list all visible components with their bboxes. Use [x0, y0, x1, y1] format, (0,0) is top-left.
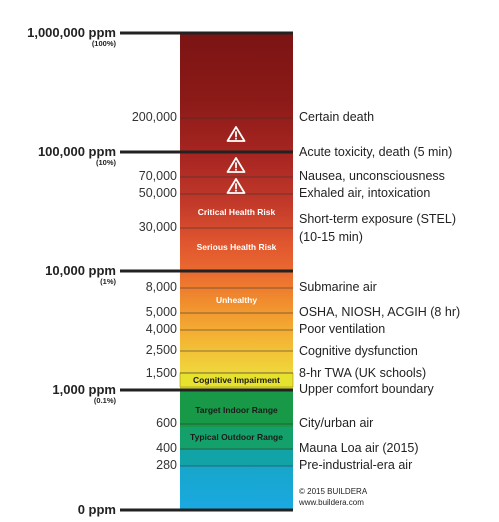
target-indoor-band: [180, 390, 293, 427]
clean-air-band: [180, 450, 293, 466]
desc-exhaled-air: Exhaled air, intoxication: [299, 186, 431, 200]
minor-label-5000: 5,000: [145, 305, 177, 319]
pct-label-0-1: (0.1%): [93, 396, 116, 405]
major-label-0: 0 ppm: [77, 502, 116, 517]
desc-certain-death: Certain death: [299, 110, 375, 124]
desc-stel: Short-term exposure (STEL): [299, 212, 456, 226]
copyright-line: © 2015 BUILDERA: [299, 487, 368, 496]
major-label-100000: 100,000 ppm: [37, 144, 116, 159]
warning-icon: [226, 178, 246, 194]
desc-upper-comfort: Upper comfort boundary: [299, 382, 434, 396]
website-line: www.buildera.com: [299, 498, 364, 507]
minor-label-8000: 8,000: [145, 280, 177, 294]
minor-label-280: 280: [156, 458, 177, 472]
desc-city-air: City/urban air: [299, 416, 374, 430]
desc-uk-schools: 8-hr TWA (UK schools): [299, 366, 427, 380]
zone-label-target-indoor: Target Indoor Range: [195, 405, 278, 415]
desc-cognitive-dysfunction: Cognitive dysfunction: [299, 344, 418, 358]
desc-poor-ventilation: Poor ventilation: [299, 322, 386, 336]
major-ticks: [120, 31, 293, 512]
pct-label-1: (1%): [100, 277, 116, 286]
minor-label-4000: 4,000: [145, 322, 177, 336]
minor-label-2500: 2,500: [145, 343, 177, 357]
major-label-1000000: 1,000,000 ppm: [27, 25, 116, 40]
desc-stel-duration: (10-15 min): [299, 230, 363, 244]
minor-label-200000: 200,000: [131, 110, 177, 124]
zone-label-outdoor: Typical Outdoor Range: [190, 432, 283, 442]
desc-pre-industrial: Pre-industrial-era air: [299, 458, 413, 472]
minor-label-600: 600: [156, 416, 177, 430]
minor-label-1500: 1,500: [145, 366, 177, 380]
minor-label-30000: 30,000: [138, 220, 177, 234]
zone-label-serious: Serious Health Risk: [196, 242, 277, 252]
warning-icon: [226, 126, 246, 142]
zone-label-unhealthy: Unhealthy: [215, 295, 258, 305]
desc-osha: OSHA, NIOSH, ACGIH (8 hr): [299, 305, 461, 319]
zone-label-cognitive: Cognitive Impairment: [193, 375, 280, 385]
minor-ticks: [180, 117, 293, 467]
warning-icon: [226, 157, 246, 173]
minor-label-50000: 50,000: [138, 186, 177, 200]
pct-label-10: (10%): [95, 158, 116, 167]
pct-label-100: (100%): [91, 39, 116, 48]
desc-nausea: Nausea, unconsciousness: [299, 169, 445, 183]
minor-label-400: 400: [156, 441, 177, 455]
minor-label-70000: 70,000: [138, 169, 177, 183]
major-label-10000: 10,000 ppm: [45, 263, 116, 278]
outdoor-band: [180, 427, 293, 450]
desc-mauna-loa: Mauna Loa air (2015): [299, 441, 419, 455]
zone-label-critical: Critical Health Risk: [197, 207, 276, 217]
desc-acute-toxicity: Acute toxicity, death (5 min): [299, 145, 453, 159]
desc-submarine-air: Submarine air: [299, 280, 377, 294]
major-label-1000: 1,000 ppm: [52, 382, 116, 397]
